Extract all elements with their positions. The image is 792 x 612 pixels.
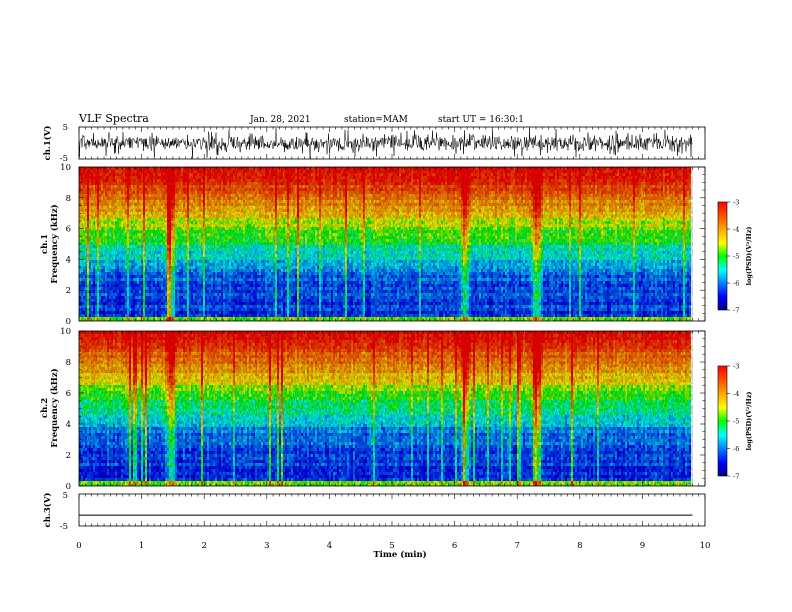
ch1-waveform-panel: 5 -5 ch.1(V) [42,123,706,164]
ch1-waveform-ylabel: ch.1(V) [42,126,53,161]
header-date: Jan. 28, 2021 [249,115,311,125]
ch1-ytick-bottom: -5 [60,154,68,164]
ch1-waveform-line [78,127,693,159]
ch1-waveform-trace [78,127,693,159]
header-start-time: start UT = 16:30:1 [438,115,524,125]
ch1-ytick-top: 5 [63,123,68,133]
figure-title: VLF Spectra [78,112,149,125]
header-station: station=MAM [344,115,408,125]
